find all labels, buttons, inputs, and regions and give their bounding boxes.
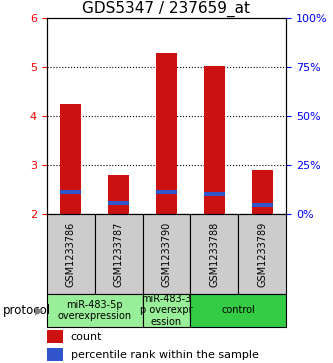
Bar bbox=[47, 348, 63, 361]
Text: GSM1233786: GSM1233786 bbox=[66, 221, 76, 287]
Bar bbox=[47, 214, 95, 294]
Text: GSM1233789: GSM1233789 bbox=[257, 221, 267, 287]
Text: GSM1233790: GSM1233790 bbox=[162, 221, 171, 287]
Bar bbox=[204, 192, 225, 196]
Bar bbox=[60, 190, 81, 194]
Bar bbox=[204, 66, 225, 214]
Bar bbox=[190, 294, 286, 327]
Text: ▶: ▶ bbox=[35, 305, 44, 315]
Bar bbox=[190, 214, 238, 294]
Bar bbox=[47, 330, 63, 343]
Bar bbox=[252, 203, 273, 207]
Title: GDS5347 / 237659_at: GDS5347 / 237659_at bbox=[83, 1, 250, 17]
Text: percentile rank within the sample: percentile rank within the sample bbox=[71, 350, 258, 360]
Bar bbox=[143, 294, 190, 327]
Text: miR-483-3
p overexpr
ession: miR-483-3 p overexpr ession bbox=[140, 294, 193, 327]
Bar bbox=[156, 190, 177, 194]
Text: protocol: protocol bbox=[3, 304, 52, 317]
Text: GSM1233788: GSM1233788 bbox=[209, 221, 219, 287]
Bar bbox=[95, 214, 143, 294]
Text: control: control bbox=[221, 305, 255, 315]
Text: miR-483-5p
overexpression: miR-483-5p overexpression bbox=[58, 299, 132, 321]
Bar bbox=[60, 104, 81, 214]
Text: count: count bbox=[71, 332, 102, 342]
Bar bbox=[252, 170, 273, 214]
Bar bbox=[238, 214, 286, 294]
Bar bbox=[47, 294, 143, 327]
Bar bbox=[108, 175, 129, 214]
Bar bbox=[156, 53, 177, 214]
Bar bbox=[108, 201, 129, 205]
Bar bbox=[143, 214, 190, 294]
Text: GSM1233787: GSM1233787 bbox=[114, 221, 124, 287]
